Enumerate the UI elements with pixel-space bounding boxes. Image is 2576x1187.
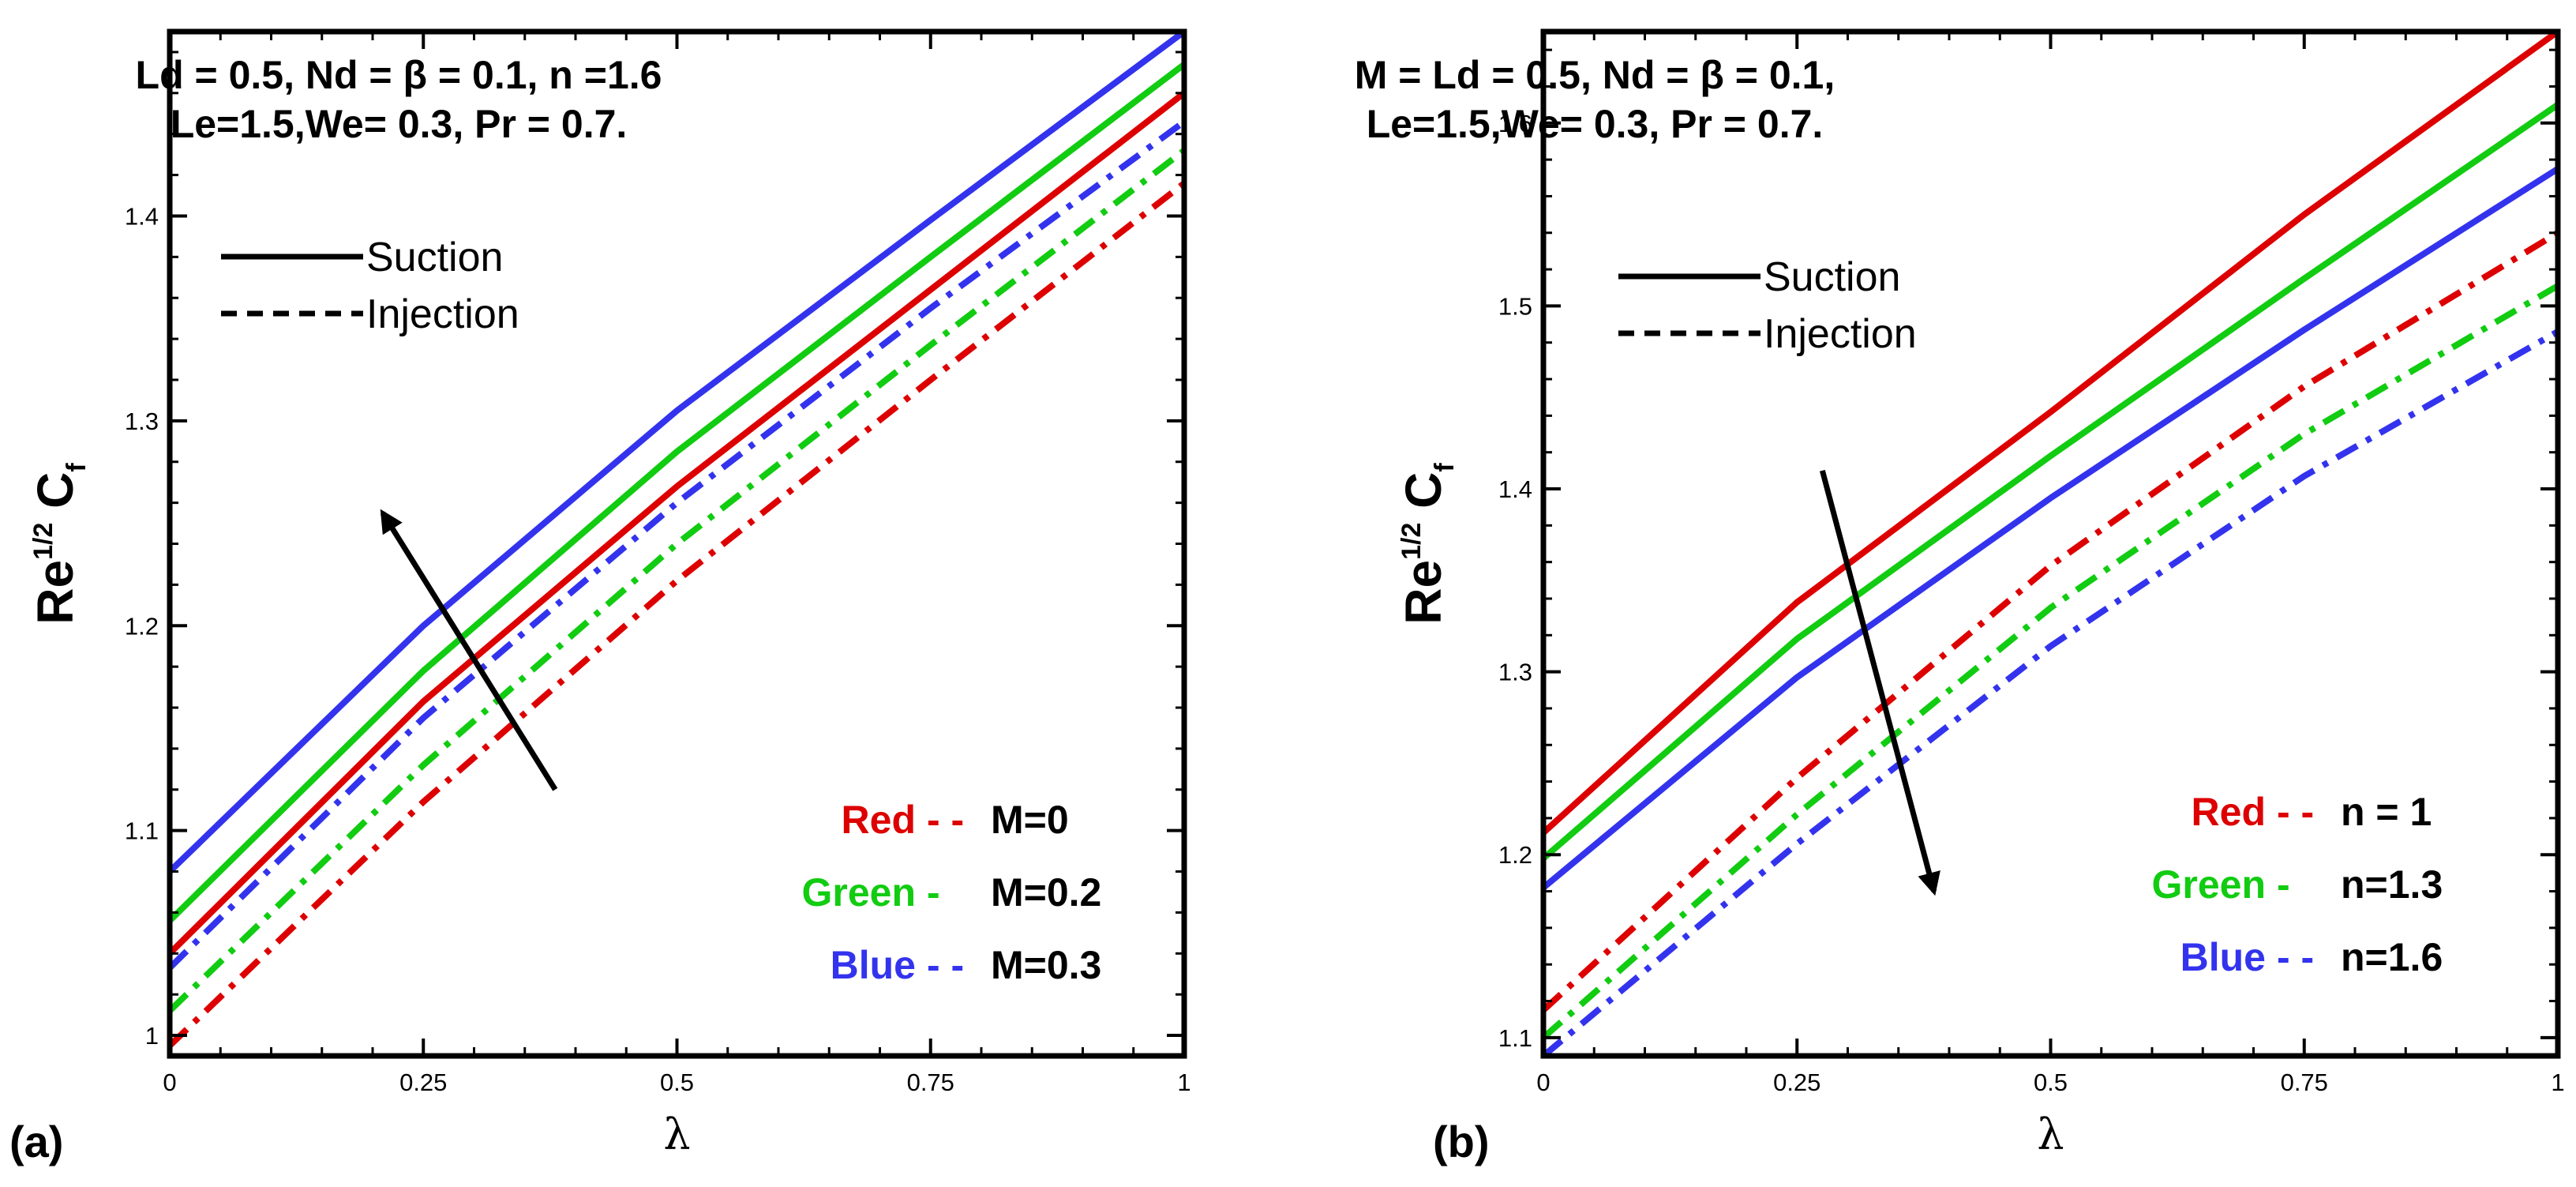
panel-label: (b) (1433, 1117, 1490, 1166)
x-axis-title: λ (2037, 1110, 2064, 1159)
y-axis-title-sub: f (1430, 463, 1460, 472)
legend-label: Suction (1764, 254, 1900, 300)
color-key-sep: - - (927, 943, 964, 987)
y-axis-title-sup: 1/2 (28, 523, 58, 560)
y-tick-label: 1.1 (125, 817, 159, 845)
series-line-suction-2 (1543, 166, 2558, 890)
y-tick-label: 1.4 (125, 202, 159, 230)
color-key-sep: - - (2277, 790, 2314, 834)
color-key-name: Red (842, 798, 916, 842)
y-axis-title-main: C (27, 472, 84, 523)
panel-label: (a) (9, 1117, 63, 1166)
series-line-injection-5 (1543, 329, 2558, 1056)
legend-label: Injection (1764, 311, 1917, 357)
series-line-injection-4 (1543, 283, 2558, 1040)
color-key-name: Red (2192, 790, 2266, 834)
color-key-sep: - - (927, 798, 964, 842)
x-tick-label: 1 (2551, 1069, 2564, 1096)
series-line-suction-1 (1543, 102, 2558, 861)
color-key-name: Blue (831, 943, 916, 987)
parameter-text: Le=1.5,We= 0.3, Pr = 0.7. (1367, 102, 1824, 146)
series-group (170, 32, 1184, 1048)
series-line-injection-3 (170, 118, 1184, 971)
color-key-name: Blue (2180, 935, 2266, 979)
color-key-value: M=0.2 (991, 870, 1101, 915)
chart-panel-b: 0 0.25 0.5 0.75 1 1.1 1.2 1.3 1.4 1.5 1.6 λ Re1/2 Cf… (1355, 28, 2565, 1166)
series-line-injection-5 (170, 180, 1184, 1048)
y-tick-label: 1.2 (1498, 841, 1532, 869)
legend-label: Suction (366, 235, 503, 280)
x-tick-label: 0.25 (399, 1069, 447, 1096)
y-axis-title: Re1/2 Cf (27, 463, 92, 625)
chart-panel-a: 0 0.25 0.5 0.75 1 1 1.1 1.2 1.3 1.4 λ Re1/2 Cf (a) Ld… (9, 28, 1191, 1166)
y-axis-title-base: Re (27, 560, 84, 625)
y-axis-title: Re1/2 Cf (1395, 463, 1460, 625)
parameter-text: Le=1.5,We= 0.3, Pr = 0.7. (171, 102, 628, 146)
trend-arrow (1819, 469, 1940, 896)
color-key-name: Green (2151, 862, 2266, 907)
series-line-suction-0 (1543, 32, 2558, 836)
x-tick-label: 0 (163, 1069, 176, 1096)
parameter-text: M = Ld = 0.5, Nd = β = 0.1, (1355, 53, 1835, 97)
x-tick-label: 0.75 (907, 1069, 954, 1096)
x-axis-title: λ (663, 1110, 690, 1159)
color-key-value: M=0.3 (991, 943, 1101, 987)
y-tick-label: 1 (145, 1022, 159, 1050)
x-tick-label: 0.5 (2034, 1069, 2068, 1096)
y-tick-label: 1.1 (1498, 1024, 1532, 1052)
y-tick-label: 1.4 (1498, 475, 1532, 503)
y-axis-title-base: Re (1395, 560, 1452, 625)
x-tick-label: 0.75 (2281, 1069, 2328, 1096)
color-key-name: Green (801, 870, 916, 915)
y-axis-title-main: C (1395, 472, 1452, 523)
y-tick-label: 1.3 (125, 408, 159, 435)
series-line-suction-2 (170, 90, 1184, 956)
parameter-text: Ld = 0.5, Nd = β = 0.1, n =1.6 (136, 53, 662, 97)
y-axis-title-sub: f (62, 463, 92, 472)
color-key-value: n=1.6 (2341, 935, 2443, 979)
series-line-suction-1 (170, 62, 1184, 923)
series-group (1543, 32, 2558, 1056)
legend-label: Injection (366, 291, 519, 337)
series-line-injection-3 (1543, 230, 2558, 1013)
color-key-sep: - - (2277, 935, 2314, 979)
x-tick-label: 0 (1536, 1069, 1550, 1096)
y-tick-label: 1.5 (1498, 292, 1532, 320)
color-key-value: n=1.3 (2341, 862, 2443, 907)
x-tick-label: 0.25 (1773, 1069, 1820, 1096)
y-axis-title-sup: 1/2 (1397, 523, 1427, 560)
y-tick-label: 1.2 (125, 612, 159, 640)
series-line-injection-4 (170, 148, 1184, 1013)
y-tick-label: 1.6 (1498, 110, 1532, 137)
color-key-sep: - (927, 870, 940, 915)
trend-arrow (380, 509, 558, 791)
x-tick-label: 0.5 (660, 1069, 694, 1096)
series-line-suction-0 (170, 32, 1184, 874)
x-tick-label: 1 (1177, 1069, 1191, 1096)
y-tick-label: 1.3 (1498, 659, 1532, 686)
color-key-sep: - (2277, 862, 2290, 907)
color-key-value: n = 1 (2341, 790, 2432, 834)
color-key-value: M=0 (991, 798, 1069, 842)
